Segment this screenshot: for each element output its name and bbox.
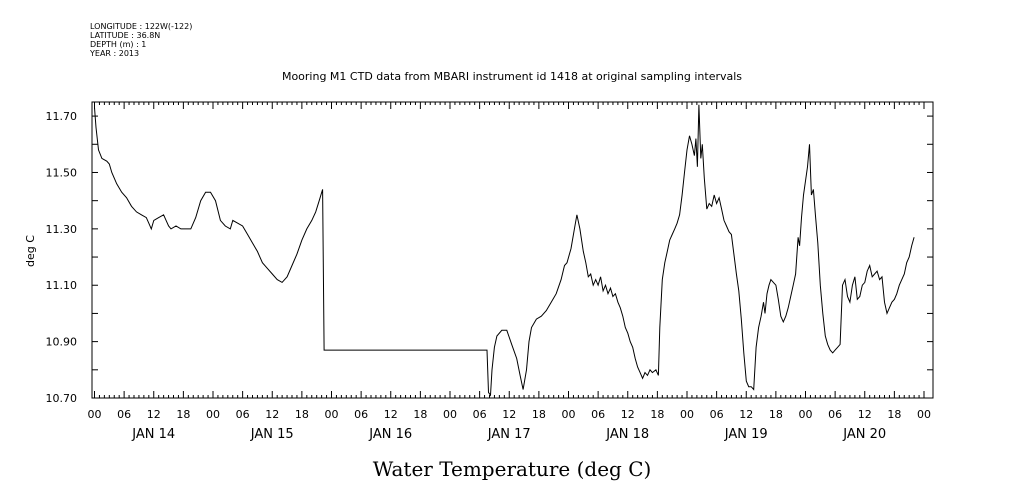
x-tick-label: 18 bbox=[176, 408, 190, 421]
x-tick-label: 00 bbox=[206, 408, 220, 421]
x-tick-label: 06 bbox=[236, 408, 250, 421]
x-day-label: JAN 20 bbox=[842, 427, 886, 442]
y-axis-label: deg C bbox=[24, 235, 37, 267]
x-day-label: JAN 14 bbox=[131, 427, 175, 442]
x-tick-label: 00 bbox=[562, 408, 576, 421]
x-tick-label: 12 bbox=[502, 408, 516, 421]
y-tick-label: 10.90 bbox=[46, 336, 78, 349]
x-tick-label: 00 bbox=[325, 408, 339, 421]
y-tick-label: 11.50 bbox=[46, 166, 78, 179]
temperature-series-line bbox=[94, 104, 915, 397]
x-tick-label: 18 bbox=[887, 408, 901, 421]
y-tick-label: 11.30 bbox=[46, 223, 78, 236]
meta-depth: DEPTH (m) : 1 bbox=[90, 40, 147, 49]
meta-latitude: LATITUDE : 36.8N bbox=[90, 31, 161, 40]
x-day-label: JAN 17 bbox=[487, 427, 531, 442]
x-day-label: JAN 19 bbox=[724, 427, 768, 442]
x-tick-label: 18 bbox=[650, 408, 664, 421]
meta-year: YEAR : 2013 bbox=[90, 49, 140, 58]
x-tick-label: 00 bbox=[443, 408, 457, 421]
x-tick-label: 18 bbox=[532, 408, 546, 421]
x-tick-label: 00 bbox=[680, 408, 694, 421]
x-tick-label: 06 bbox=[117, 408, 131, 421]
metadata-block: LONGITUDE : 122W(-122) LATITUDE : 36.8N … bbox=[90, 22, 192, 58]
plot-frame bbox=[91, 101, 934, 399]
x-tick-label: 12 bbox=[739, 408, 753, 421]
y-tick-label: 11.70 bbox=[46, 110, 78, 123]
chart-title: Mooring M1 CTD data from MBARI instrumen… bbox=[282, 70, 742, 83]
x-axis-label: Water Temperature (deg C) bbox=[373, 457, 652, 481]
x-tick-label: 12 bbox=[621, 408, 635, 421]
plot-layer: 00 06 12 18 00 06 12 18 00 06 12 18 00 06 12 18 00 06 12 18… bbox=[46, 101, 934, 442]
x-tick-label: 18 bbox=[295, 408, 309, 421]
x-tick-label: 06 bbox=[354, 408, 368, 421]
x-tick-label: 06 bbox=[710, 408, 724, 421]
x-tick-label: 18 bbox=[413, 408, 427, 421]
x-day-label: JAN 15 bbox=[250, 427, 294, 442]
x-tick-label: 00 bbox=[799, 408, 813, 421]
x-tick-label: 12 bbox=[147, 408, 161, 421]
x-tick-label: 12 bbox=[384, 408, 398, 421]
x-tick-label: 06 bbox=[591, 408, 605, 421]
y-tick-label: 10.70 bbox=[46, 392, 78, 405]
x-tick-label: 06 bbox=[828, 408, 842, 421]
x-tick-label: 06 bbox=[473, 408, 487, 421]
x-tick-label: 00 bbox=[917, 408, 931, 421]
x-tick-label: 18 bbox=[769, 408, 783, 421]
meta-longitude: LONGITUDE : 122W(-122) bbox=[90, 22, 193, 31]
x-tick-label: 00 bbox=[88, 408, 102, 421]
x-day-label: JAN 16 bbox=[368, 427, 412, 442]
x-day-label: JAN 18 bbox=[605, 427, 649, 442]
x-tick-label: 12 bbox=[858, 408, 872, 421]
x-tick-label: 12 bbox=[265, 408, 279, 421]
y-tick-label: 11.10 bbox=[46, 279, 78, 292]
